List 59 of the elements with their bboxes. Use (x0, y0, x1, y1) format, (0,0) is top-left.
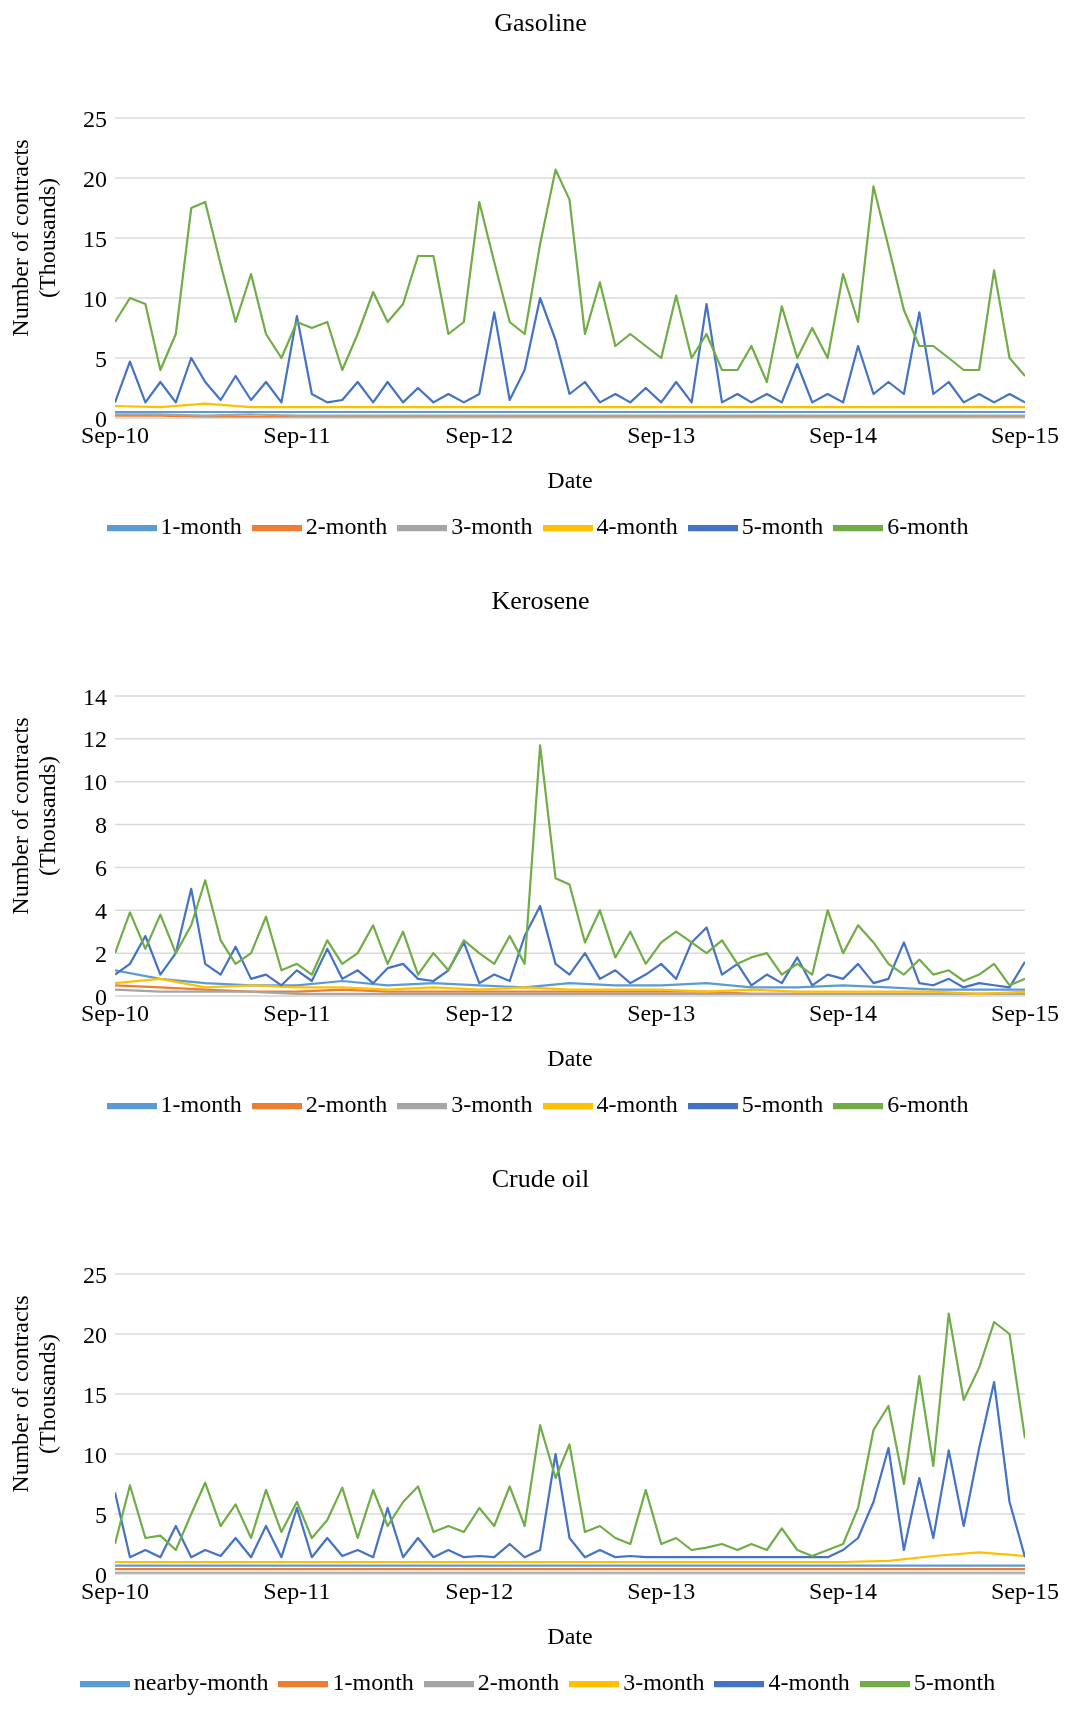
x-tick-label: Sep-14 (809, 422, 878, 449)
y-tick-label: 14 (83, 683, 107, 710)
chart-title: Gasoline (493, 8, 588, 39)
y-axis-title: Number of contracts (Thousands) (7, 716, 61, 917)
x-tick-label: Sep-14 (809, 1000, 878, 1027)
x-tick-label: Sep-13 (627, 422, 696, 449)
y-tick-label: 15 (83, 1381, 107, 1408)
x-tick-label: Sep-12 (445, 1578, 514, 1605)
x-axis-title: Date (547, 1623, 593, 1649)
chart-title: Crude oil (490, 1164, 591, 1195)
y-tick-label: 25 (83, 105, 107, 132)
x-axis-title: Date (547, 1045, 593, 1071)
y-tick-label: 10 (83, 285, 107, 312)
y-tick-label: 6 (95, 854, 107, 881)
legend-label: 4-month (596, 1090, 678, 1117)
y-axis-title: Number of contracts (Thousands) (7, 1294, 61, 1495)
y-tick-label: 10 (83, 1441, 107, 1468)
legend-label: 2-month (305, 1090, 388, 1117)
y-tick-label: 12 (83, 726, 107, 753)
x-tick-label: Sep-14 (809, 1578, 878, 1605)
y-tick-label: 10 (83, 769, 107, 796)
legend-label: 4-month (596, 512, 678, 539)
legend-label: 5-month (741, 1090, 824, 1117)
y-tick-label: 4 (95, 897, 107, 924)
y-tick-label: 15 (83, 225, 107, 252)
legend-label: 2-month (477, 1668, 560, 1695)
x-tick-label: Sep-12 (445, 422, 514, 449)
x-tick-label: Sep-13 (627, 1578, 696, 1605)
y-tick-label: 2 (95, 940, 107, 967)
legend-label: 3-month (451, 1090, 533, 1117)
y-tick-label: 25 (83, 1261, 107, 1288)
x-tick-label: Sep-11 (263, 422, 331, 449)
y-tick-label: 5 (95, 1501, 107, 1528)
x-tick-label: Sep-11 (263, 1000, 331, 1027)
x-tick-label: Sep-11 (263, 1578, 331, 1605)
legend-label: 1-month (332, 1668, 414, 1695)
x-tick-label: Sep-13 (627, 1000, 696, 1027)
x-axis-title: Date (547, 467, 593, 493)
y-tick-label: 20 (83, 165, 107, 192)
legend-label: 6-month (887, 1090, 969, 1117)
y-tick-label: 8 (95, 812, 107, 839)
legend-label: 4-month (768, 1668, 850, 1695)
y-axis-title: Number of contracts (Thousands) (7, 138, 61, 339)
legend-label: 1-month (160, 1090, 242, 1117)
legend-label: 3-month (623, 1668, 705, 1695)
x-tick-label: Sep-12 (445, 1000, 514, 1027)
legend-label: 1-month (160, 512, 242, 539)
legend-label: nearby-month (133, 1668, 269, 1695)
x-tick-label: Sep-15 (991, 422, 1059, 449)
legend-label: 2-month (305, 512, 388, 539)
legend-label: 3-month (451, 512, 533, 539)
y-tick-label: 20 (83, 1321, 107, 1348)
legend-label: 5-month (741, 512, 824, 539)
chart-title: Kerosene (490, 586, 591, 617)
y-tick-label: 5 (95, 345, 107, 372)
legend-label: 5-month (913, 1668, 996, 1695)
x-tick-label: Sep-15 (991, 1000, 1059, 1027)
x-tick-label: Sep-15 (991, 1578, 1059, 1605)
legend-label: 6-month (887, 512, 969, 539)
